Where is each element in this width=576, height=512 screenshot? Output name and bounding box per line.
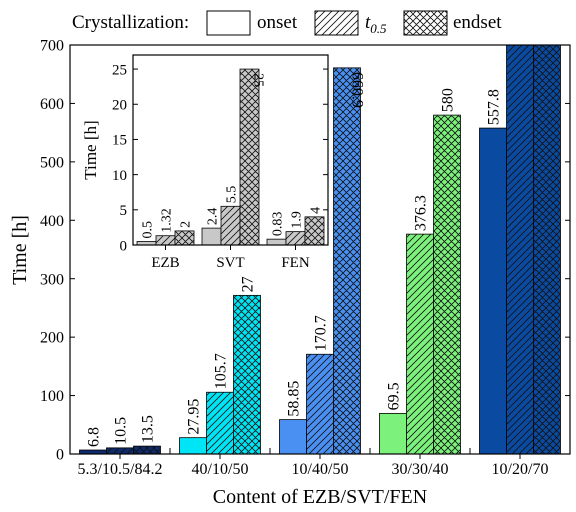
main-y-tick-label: 500: [40, 154, 64, 171]
main-bar-40-10-50-endset-pattern: [234, 295, 261, 454]
inset-y-tick-label: 5: [120, 203, 128, 219]
main-data-label-10-40-50-t0-5: 170.7: [313, 315, 330, 351]
legend-swatch-t05: [315, 11, 358, 35]
inset-bar-fen-t0-5-pattern: [286, 232, 305, 245]
main-x-tick-label: 40/10/50: [192, 461, 249, 478]
legend-swatch-endset: [404, 11, 447, 35]
main-bar-5-3-10-5-84-2-endset-pattern: [134, 446, 161, 454]
main-y-tick-label: 0: [56, 447, 64, 464]
legend-title: Crystallization:: [72, 12, 189, 33]
inset-data-label-svt-endset: 25: [250, 73, 265, 87]
main-y-tick-label: 200: [40, 330, 64, 347]
inset-y-axis-label: Time [h]: [81, 120, 100, 179]
main-data-label-30-30-40-t0-5: 376.3: [413, 195, 430, 231]
main-data-label-5-3-10-5-84-2-onset: 6.8: [86, 427, 103, 447]
main-x-tick-label: 5.3/10.5/84.2: [78, 461, 163, 478]
main-y-tick-label: 600: [40, 96, 64, 113]
main-bar-30-30-40-onset: [380, 413, 407, 454]
inset-bar-fen-onset: [267, 239, 286, 245]
inset-plot: 0.5 1.32 2 2.4 5.5 25 0.83 1.9 4 0 5 10 15 20 25 EZB S…: [76, 48, 331, 276]
inset-bar-svt-onset: [202, 228, 221, 245]
main-bar-30-30-40-endset-pattern: [434, 115, 461, 454]
main-x-axis-label: Content of EZB/SVT/FEN: [213, 486, 427, 508]
inset-data-label-ezb-t0-5: 1.32: [159, 208, 174, 233]
inset-y-tick-label: 0: [120, 238, 128, 254]
inset-bar-svt-t0-5-pattern: [221, 206, 240, 245]
legend-label-t05-sub: 0.5: [370, 21, 387, 36]
main-data-label-30-30-40-endset: 580: [440, 88, 457, 112]
legend-label-onset: onset: [257, 12, 298, 33]
main-bar-10-40-50-onset: [280, 420, 307, 454]
inset-y-tick-label: 25: [112, 62, 127, 78]
inset-data-label-svt-t0-5: 5.5: [224, 186, 239, 204]
main-y-axis-label: Time [h]: [9, 215, 31, 285]
inset-x-tick-label: EZB: [151, 255, 179, 271]
main-data-label-5-3-10-5-84-2-endset: 13.5: [140, 415, 157, 443]
inset-y-tick-label: 20: [112, 98, 127, 114]
inset-data-label-fen-onset: 0.83: [270, 212, 285, 237]
main-y-tick-label: 300: [40, 271, 64, 288]
main-bar-10-20-70-onset: [480, 128, 507, 454]
main-y-tick-label: 700: [40, 38, 64, 55]
legend: Crystallization: onset t0.5 endset: [72, 11, 502, 36]
main-data-label-10-40-50-onset: 58.85: [286, 381, 303, 417]
main-data-label-40-10-50-t0-5: 105.7: [213, 353, 230, 389]
main-bar-30-30-40-t0-5-pattern: [407, 234, 434, 454]
inset-x-tick-label: SVT: [216, 255, 244, 271]
main-bar-10-20-70-t0-5-pattern: [507, 45, 534, 454]
main-x-tick-label: 30/30/40: [392, 461, 449, 478]
main-y-tick-label: 100: [40, 388, 64, 405]
inset-bar-svt-endset-pattern: [240, 69, 259, 245]
inset-data-label-fen-endset: 4: [308, 207, 323, 214]
main-data-label-30-30-40-onset: 69.5: [386, 382, 403, 410]
main-data-label-5-3-10-5-84-2-t0-5: 10.5: [113, 417, 130, 445]
inset-data-label-fen-t0-5: 1.9: [289, 211, 304, 229]
main-y-tick-label: 400: [40, 213, 64, 230]
legend-swatch-onset: [207, 11, 250, 35]
inset-data-label-svt-onset: 2.4: [205, 208, 220, 226]
main-x-tick-label: 10/20/70: [492, 461, 549, 478]
inset-y-tick-label: 15: [112, 133, 127, 149]
inset-y-tick-label: 10: [112, 168, 127, 184]
legend-label-t05: t0.5: [365, 12, 387, 36]
main-data-label-10-20-70-onset: 557.8: [486, 89, 503, 125]
main-x-tick-label: 10/40/50: [292, 461, 349, 478]
main-bar-40-10-50-t0-5-pattern: [207, 392, 234, 454]
inset-data-label-ezb-onset: 0.5: [140, 221, 155, 239]
inset-data-label-ezb-endset: 2: [178, 221, 193, 228]
main-data-label-40-10-50-onset: 27.95: [186, 399, 203, 435]
main-bar-10-20-70-endset-pattern: [534, 45, 561, 454]
inset-bar-fen-endset-pattern: [305, 217, 324, 245]
main-data-label-10-40-50-endset: 660.9: [349, 72, 366, 108]
main-bar-40-10-50-onset: [180, 438, 207, 454]
main-bar-5-3-10-5-84-2-t0-5-pattern: [107, 448, 134, 454]
main-bar-10-40-50-endset-pattern: [334, 68, 361, 454]
legend-label-endset: endset: [453, 12, 502, 33]
inset-bar-ezb-t0-5-pattern: [156, 236, 175, 245]
main-bar-10-40-50-t0-5-pattern: [307, 354, 334, 454]
inset-x-tick-label: FEN: [281, 255, 310, 271]
inset-bar-ezb-endset-pattern: [175, 231, 194, 245]
